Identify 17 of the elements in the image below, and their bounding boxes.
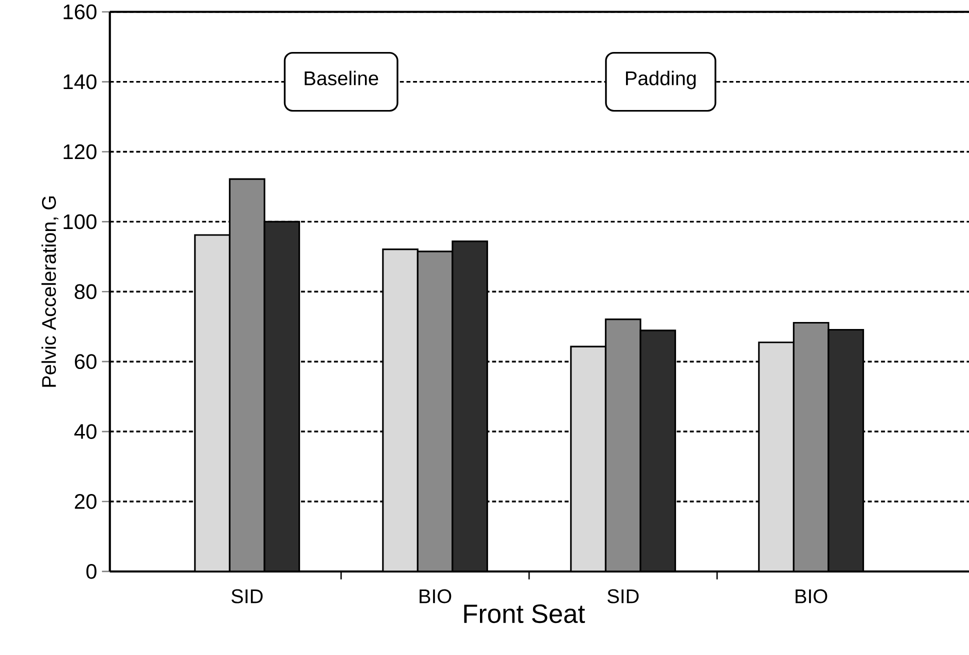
y-tick-label: 40 <box>74 424 96 439</box>
x-tick-label: BIO <box>420 589 452 604</box>
y-tick-label: 120 <box>64 144 96 159</box>
x-axis-title: Front Seat <box>464 604 585 623</box>
y-tick-label: 60 <box>74 354 96 369</box>
y-tick-label: 20 <box>74 494 96 509</box>
y-tick-label: 100 <box>64 214 96 229</box>
y-tick-label: 140 <box>64 74 96 90</box>
x-tick-label: BIO <box>796 589 828 604</box>
y-tick-label: 80 <box>74 284 96 299</box>
annotation: Baseline <box>304 70 378 86</box>
y-tick-label: 0 <box>86 564 96 579</box>
y-axis-title: Pelvic Acceleration, G <box>41 196 58 387</box>
x-tick-label: SID <box>232 589 263 604</box>
annotation: Padding <box>626 70 696 89</box>
x-tick-label: SID <box>607 589 639 604</box>
y-tick-label: 160 <box>64 4 96 20</box>
